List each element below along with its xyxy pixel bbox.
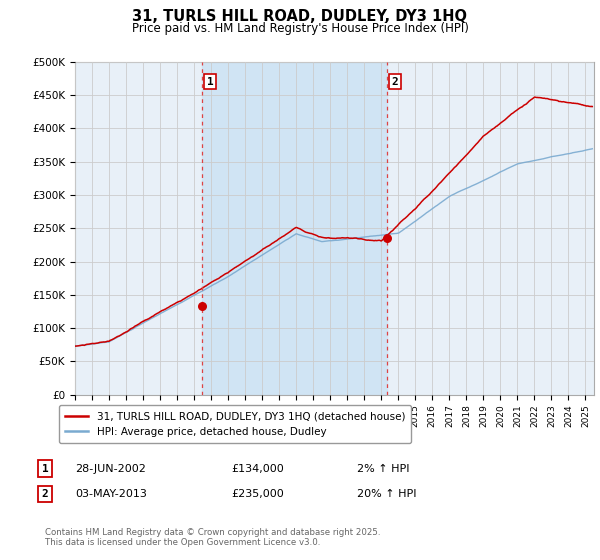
Bar: [202, 62, 387, 395]
Point: [197, 301, 207, 310]
Text: £235,000: £235,000: [231, 489, 284, 499]
Text: 2: 2: [41, 489, 49, 499]
Text: 1: 1: [41, 464, 49, 474]
Text: Price paid vs. HM Land Registry's House Price Index (HPI): Price paid vs. HM Land Registry's House …: [131, 22, 469, 35]
Text: 31, TURLS HILL ROAD, DUDLEY, DY3 1HQ: 31, TURLS HILL ROAD, DUDLEY, DY3 1HQ: [133, 9, 467, 24]
Legend: 31, TURLS HILL ROAD, DUDLEY, DY3 1HQ (detached house), HPI: Average price, detac: 31, TURLS HILL ROAD, DUDLEY, DY3 1HQ (de…: [59, 405, 412, 443]
Text: 2% ↑ HPI: 2% ↑ HPI: [357, 464, 409, 474]
Text: 03-MAY-2013: 03-MAY-2013: [75, 489, 147, 499]
Point: [382, 234, 392, 242]
Text: 2: 2: [391, 77, 398, 87]
Text: 1: 1: [207, 77, 214, 87]
Text: Contains HM Land Registry data © Crown copyright and database right 2025.
This d: Contains HM Land Registry data © Crown c…: [45, 528, 380, 547]
Text: £134,000: £134,000: [231, 464, 284, 474]
Text: 28-JUN-2002: 28-JUN-2002: [75, 464, 146, 474]
Text: 20% ↑ HPI: 20% ↑ HPI: [357, 489, 416, 499]
